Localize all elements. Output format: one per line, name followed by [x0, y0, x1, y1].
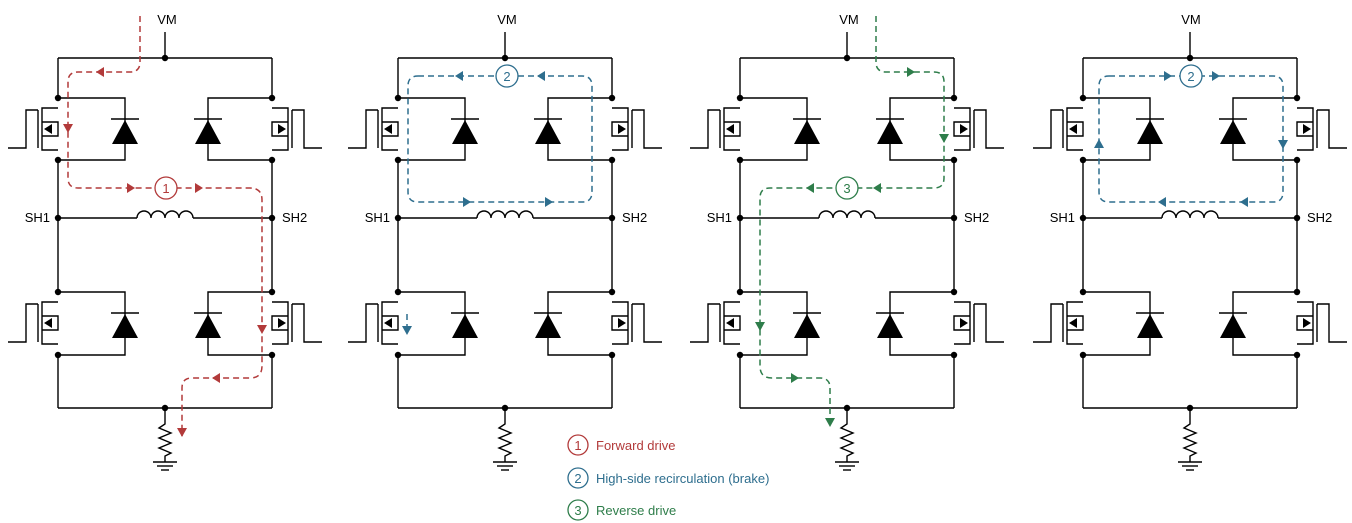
node-label-sh2: SH2	[622, 210, 647, 225]
node-label-sh1: SH1	[25, 210, 50, 225]
path-number: 1	[162, 181, 169, 196]
supply-label: VM	[839, 12, 859, 27]
legend-item-brake: 2 High-side recirculation (brake)	[567, 467, 769, 489]
node-label-sh1: SH1	[365, 210, 390, 225]
panel-4: VM SH1 SH2 2	[1032, 12, 1348, 471]
node-label-sh2: SH2	[1307, 210, 1332, 225]
legend-number: 3	[574, 503, 581, 518]
legend-number: 1	[574, 438, 581, 453]
path-number: 3	[843, 181, 850, 196]
current-path-reverse: 3	[755, 16, 949, 427]
legend-label: High-side recirculation (brake)	[596, 471, 769, 486]
current-path-brake: 2	[1094, 64, 1288, 207]
node-label-sh1: SH1	[707, 210, 732, 225]
current-path-brake: 2	[402, 64, 593, 335]
path-number: 2	[1187, 69, 1194, 84]
panel-2: VM SH1 SH2 2	[347, 12, 663, 471]
path-number: 2	[503, 69, 510, 84]
legend-label: Reverse drive	[596, 503, 676, 518]
node-label-sh2: SH2	[964, 210, 989, 225]
legend-item-reverse: 3 Reverse drive	[567, 499, 676, 521]
supply-label: VM	[1181, 12, 1201, 27]
node-label-sh1: SH1	[1050, 210, 1075, 225]
node-label-sh2: SH2	[282, 210, 307, 225]
supply-label: VM	[157, 12, 177, 27]
panel-1: VM SH1 SH2 1	[7, 12, 323, 471]
panel-3: VM SH1 SH2 3	[689, 12, 1005, 471]
supply-label: VM	[497, 12, 517, 27]
legend-item-forward: 1 Forward drive	[567, 434, 675, 456]
legend-number: 2	[574, 471, 581, 486]
current-path-forward: 1	[63, 16, 267, 437]
legend-label: Forward drive	[596, 438, 675, 453]
legend: 1 Forward drive 2 High-side recirculatio…	[567, 434, 769, 521]
